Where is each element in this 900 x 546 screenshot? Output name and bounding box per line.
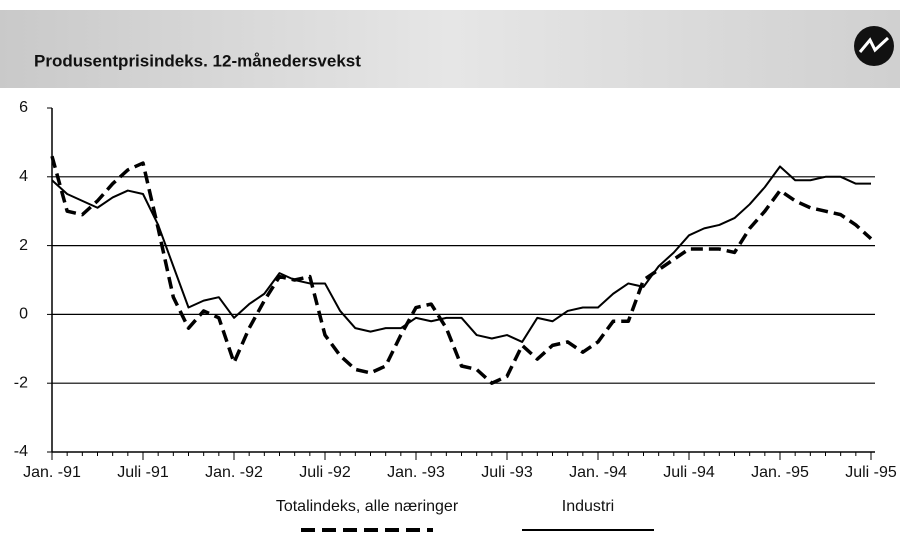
y-tick-label: 0 (19, 306, 28, 323)
chart-title: Produsentprisindeks. 12-månedersvekst (34, 51, 361, 70)
y-tick-label: 2 (19, 237, 28, 254)
header-band (0, 10, 900, 88)
y-tick-label: -2 (14, 374, 28, 391)
x-tick-label: Juli -91 (117, 464, 169, 481)
logo-mark (858, 36, 890, 53)
x-tick-label: Juli -94 (663, 464, 715, 481)
x-tick-label: Jan. -92 (205, 464, 263, 481)
series-line (51, 165, 871, 343)
y-tick-label: 6 (19, 99, 28, 116)
x-tick-label: Jan. -93 (387, 464, 445, 481)
x-tick-label: Jan. -94 (569, 464, 627, 481)
series-line (50, 155, 873, 385)
x-tick-label: Jan. -95 (751, 464, 809, 481)
x-tick-label: Juli -92 (299, 464, 351, 481)
x-tick-label: Juli -95 (845, 464, 897, 481)
x-tick-label: Juli -93 (481, 464, 533, 481)
legend-label: Totalindeks, alle næringer (276, 498, 459, 515)
legend-label: Industri (562, 498, 614, 515)
y-tick-label: -4 (14, 443, 28, 460)
y-tick-label: 4 (19, 168, 28, 185)
x-tick-label: Jan. -91 (23, 464, 81, 481)
